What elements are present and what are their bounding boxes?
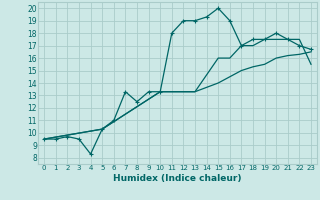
- X-axis label: Humidex (Indice chaleur): Humidex (Indice chaleur): [113, 174, 242, 183]
